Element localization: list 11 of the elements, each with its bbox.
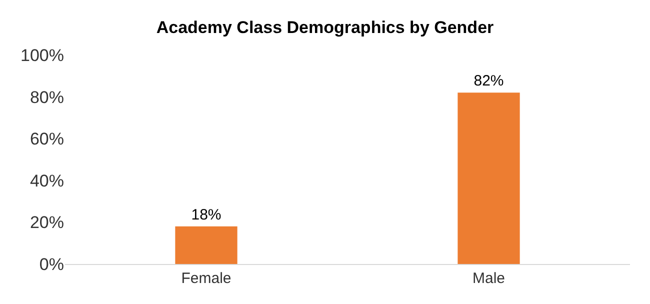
x-tick-label: Male	[472, 270, 506, 287]
y-tick-label: 40%	[30, 171, 64, 190]
y-tick-label: 100%	[20, 46, 64, 65]
data-label: 82%	[474, 72, 504, 90]
x-tick-label: Female	[181, 270, 232, 287]
y-tick-label: 0%	[39, 254, 64, 274]
y-tick-label: 80%	[30, 88, 64, 107]
y-tick-label: 60%	[30, 130, 64, 149]
y-tick-label: 20%	[30, 213, 64, 232]
chart-title: Academy Class Demographics by Gender	[156, 18, 494, 38]
data-label: 18%	[191, 206, 222, 224]
